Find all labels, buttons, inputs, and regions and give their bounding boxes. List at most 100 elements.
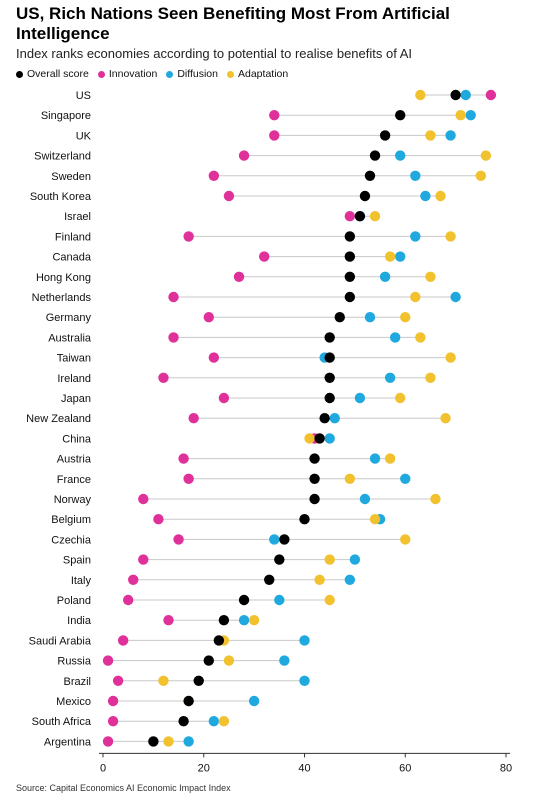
category-label-poland: Poland [57,595,91,607]
legend: Overall score Innovation Diffusion Adapt… [16,67,297,81]
category-label-sweden: Sweden [51,171,91,183]
point-innovation-russia [102,655,114,666]
point-overall-score-norway [309,493,320,505]
point-adaptation-israel [369,211,381,222]
category-label-canada: Canada [52,252,91,264]
legend-label-adaptation: Adaptation [238,68,289,80]
point-innovation-japan [218,392,230,404]
category-label-south-korea: South Korea [30,191,92,203]
point-overall-score-japan [324,392,335,404]
point-adaptation-brazil [158,675,169,686]
point-overall-score-brazil [193,675,204,686]
point-diffusion-france [400,473,411,484]
point-overall-score-sweden [364,170,376,181]
point-innovation-south-africa [107,716,119,727]
point-diffusion-russia [279,655,290,666]
legend-item-diffusion: Diffusion [166,68,218,80]
point-diffusion-switzerland [395,150,406,161]
category-label-new-zealand: New Zealand [26,413,91,425]
point-diffusion-hong-kong [379,271,391,282]
legend-item-overall: Overall score [16,68,89,80]
point-overall-score-france [309,473,320,484]
point-overall-score-poland [238,594,250,606]
point-adaptation-sweden [475,170,487,181]
point-innovation-poland [122,594,134,606]
point-adaptation-south-korea [435,190,446,202]
chart-subtitle: Index ranks economies according to poten… [16,46,413,61]
point-diffusion-new-zealand [329,413,340,424]
dots-layer [102,89,497,747]
category-label-czechia: Czechia [51,534,92,546]
point-innovation-ireland [158,372,169,383]
point-overall-score-russia [203,655,214,666]
range-lines-layer [108,94,491,742]
point-adaptation-austria [384,453,396,464]
category-label-hong-kong: Hong Kong [36,272,91,284]
point-diffusion-sweden [410,170,421,181]
point-adaptation-poland [324,594,335,606]
point-adaptation-south-africa [218,716,230,727]
category-label-finland: Finland [55,231,91,243]
point-diffusion-finland [410,231,421,242]
point-overall-score-belgium [299,514,310,525]
point-adaptation-france [344,473,356,484]
point-innovation-brazil [112,675,124,686]
point-adaptation-russia [223,655,235,666]
category-label-germany: Germany [46,312,92,324]
point-overall-score-netherlands [344,291,356,303]
point-diffusion-canada [395,251,406,262]
point-innovation-austria [178,453,189,464]
category-label-mexico: Mexico [56,696,91,708]
category-label-israel: Israel [64,211,91,223]
legend-label-overall: Overall score [27,68,89,80]
category-label-norway: Norway [54,494,92,506]
category-label-austria: Austria [57,454,92,466]
point-overall-score-south-korea [359,190,371,202]
point-innovation-saudi-arabia [117,635,129,646]
category-label-singapore: Singapore [41,110,91,122]
point-overall-score-singapore [395,110,406,121]
point-overall-score-south-africa [178,716,189,727]
point-diffusion-us [460,89,471,101]
point-diffusion-italy [344,574,356,585]
category-label-belgium: Belgium [51,514,91,526]
category-label-us: US [76,90,91,102]
point-innovation-belgium [153,514,164,525]
point-adaptation-switzerland [480,150,492,161]
category-label-argentina: Argentina [44,736,92,748]
category-label-brazil: Brazil [63,676,91,688]
point-innovation-singapore [269,110,280,121]
point-diffusion-argentina [183,736,194,747]
category-label-south-africa: South Africa [32,716,92,728]
point-diffusion-poland [274,594,285,606]
x-tick-label-20: 20 [198,762,210,774]
point-overall-score-israel [354,211,366,222]
category-label-uk: UK [76,130,92,142]
point-adaptation-singapore [455,110,466,121]
point-innovation-india [163,615,174,626]
point-innovation-switzerland [238,150,250,161]
category-label-saudi-arabia: Saudi Arabia [29,635,92,647]
legend-item-adaptation: Adaptation [227,68,288,80]
point-diffusion-spain [349,554,361,565]
point-overall-score-china [314,433,325,444]
point-innovation-france [183,473,194,484]
point-adaptation-ireland [425,372,436,383]
category-label-france: France [57,474,91,486]
point-diffusion-australia [389,332,401,343]
point-adaptation-netherlands [410,291,421,303]
point-diffusion-south-africa [208,716,220,727]
legend-item-innovation: Innovation [97,68,157,80]
category-label-japan: Japan [61,393,91,405]
point-diffusion-south-korea [420,190,431,202]
point-adaptation-us [415,89,426,101]
category-label-switzerland: Switzerland [34,151,91,163]
point-diffusion-brazil [299,675,310,686]
point-adaptation-czechia [400,534,411,545]
point-adaptation-india [248,615,260,626]
point-innovation-czechia [173,534,184,545]
point-innovation-sweden [208,170,220,181]
point-overall-score-taiwan [324,352,335,363]
point-innovation-finland [183,231,194,242]
x-tick-label-0: 0 [100,762,106,774]
